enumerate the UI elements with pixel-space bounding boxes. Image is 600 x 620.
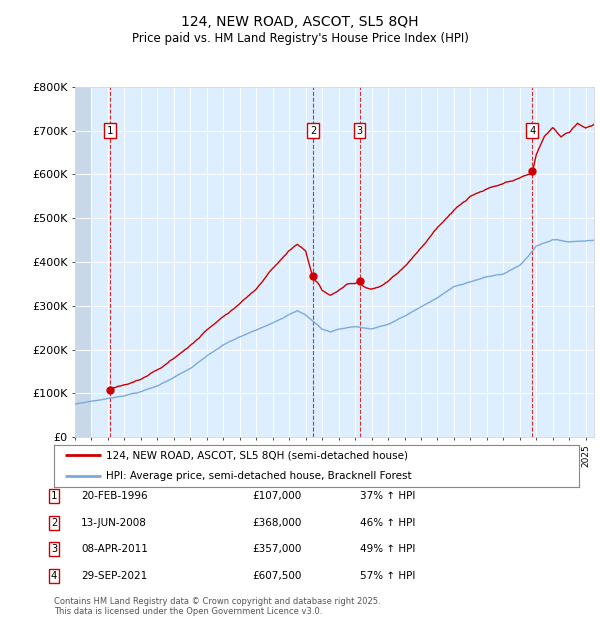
Bar [75,87,91,437]
Text: 20-FEB-1996: 20-FEB-1996 [81,491,148,501]
Text: 4: 4 [529,126,535,136]
Text: £607,500: £607,500 [252,571,301,581]
Text: HPI: Average price, semi-detached house, Bracknell Forest: HPI: Average price, semi-detached house,… [107,471,412,481]
Text: 124, NEW ROAD, ASCOT, SL5 8QH: 124, NEW ROAD, ASCOT, SL5 8QH [181,16,419,30]
Text: Price paid vs. HM Land Registry's House Price Index (HPI): Price paid vs. HM Land Registry's House … [131,32,469,45]
Text: £357,000: £357,000 [252,544,301,554]
Text: 46% ↑ HPI: 46% ↑ HPI [360,518,415,528]
Text: 49% ↑ HPI: 49% ↑ HPI [360,544,415,554]
Text: £107,000: £107,000 [252,491,301,501]
Text: 1: 1 [51,491,57,501]
Text: 57% ↑ HPI: 57% ↑ HPI [360,571,415,581]
Text: £368,000: £368,000 [252,518,301,528]
Text: 3: 3 [356,126,362,136]
Text: 08-APR-2011: 08-APR-2011 [81,544,148,554]
Text: 3: 3 [51,544,57,554]
Text: 1: 1 [107,126,113,136]
Text: 37% ↑ HPI: 37% ↑ HPI [360,491,415,501]
Text: 29-SEP-2021: 29-SEP-2021 [81,571,147,581]
Text: Contains HM Land Registry data © Crown copyright and database right 2025.: Contains HM Land Registry data © Crown c… [54,597,380,606]
Text: 4: 4 [51,571,57,581]
Text: 13-JUN-2008: 13-JUN-2008 [81,518,147,528]
Text: 2: 2 [310,126,316,136]
Text: This data is licensed under the Open Government Licence v3.0.: This data is licensed under the Open Gov… [54,607,322,616]
Text: 2: 2 [51,518,57,528]
Text: 124, NEW ROAD, ASCOT, SL5 8QH (semi-detached house): 124, NEW ROAD, ASCOT, SL5 8QH (semi-deta… [107,450,409,460]
